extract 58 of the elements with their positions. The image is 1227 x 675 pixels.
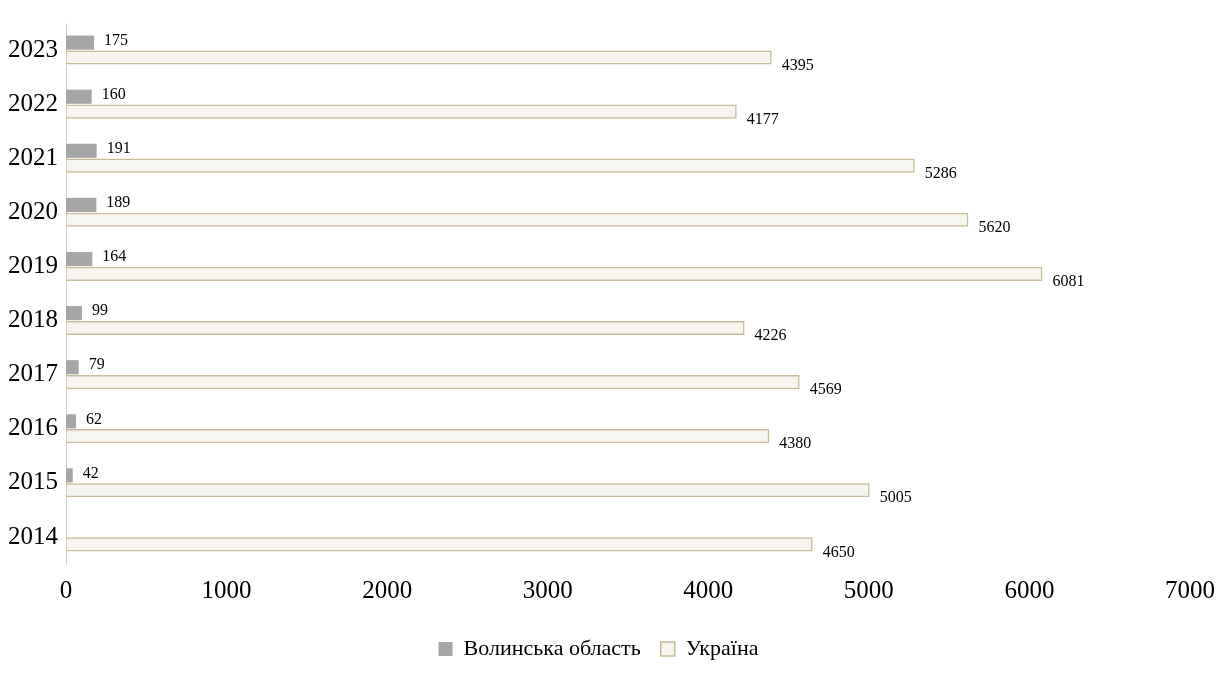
legend-label: Волинська область [463,634,641,660]
data-label: 62 [85,409,102,427]
y-tick-label: 2016 [8,413,58,441]
bar [66,212,969,227]
y-tick-label: 2022 [8,88,58,116]
y-tick-label: 2023 [8,34,58,62]
x-tick-label: 5000 [843,575,894,603]
bar [66,158,915,173]
y-tick-label: 2015 [8,467,58,495]
data-label: 189 [106,193,131,211]
bar [66,197,97,212]
bar [66,35,95,50]
bar [66,306,82,321]
data-label: 4226 [754,326,787,344]
bar [66,360,79,375]
data-label: 4650 [822,542,855,560]
data-label: 175 [104,30,129,48]
bar [66,483,870,498]
bar [66,251,93,267]
data-label: 6081 [1052,272,1085,290]
x-tick-label: 6000 [1004,575,1055,603]
bar [66,266,1043,281]
y-tick-label: 2017 [8,359,58,387]
data-label: 4380 [779,434,812,452]
x-tick-label: 7000 [1165,575,1215,603]
y-tick-label: 2014 [8,521,59,549]
bar [66,468,73,483]
x-tick-label: 2000 [362,575,413,603]
data-label: 5286 [924,163,957,181]
data-label: 191 [106,139,131,157]
bar [66,89,92,104]
y-tick-label: 2018 [8,305,58,333]
y-tick-label: 2021 [8,142,58,170]
bar [66,414,76,429]
x-tick-label: 3000 [522,575,573,603]
data-label: 164 [102,247,127,265]
data-label: 5005 [879,488,912,506]
x-tick-label: 0 [59,575,73,603]
bar [66,375,800,390]
data-label: 42 [82,463,99,481]
bar [66,537,813,552]
data-label: 4569 [809,380,842,398]
legend-label: Україна [685,634,759,660]
y-tick-label: 2020 [8,196,58,224]
data-label: 4177 [746,109,779,127]
bar [66,104,737,119]
bar [66,143,97,158]
x-tick-label: 4000 [683,575,734,603]
bar [66,320,745,336]
data-label: 5620 [978,217,1011,235]
bar [66,429,770,444]
data-label: 160 [101,84,126,102]
bar [66,50,772,65]
data-label: 4395 [781,55,814,73]
y-tick-label: 2019 [8,251,58,279]
x-tick-label: 1000 [201,575,252,603]
data-label: 99 [91,301,108,319]
data-label: 79 [88,355,105,373]
